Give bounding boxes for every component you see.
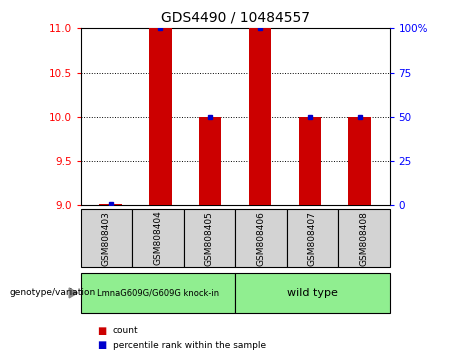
Bar (199, 117, 221, 205)
Bar (249, 28, 271, 205)
Text: GSM808407: GSM808407 (308, 211, 317, 266)
Text: LmnaG609G/G609G knock-in: LmnaG609G/G609G knock-in (97, 289, 219, 297)
Text: GDS4490 / 10484557: GDS4490 / 10484557 (160, 11, 310, 25)
Text: GSM808405: GSM808405 (205, 211, 214, 266)
Text: GSM808408: GSM808408 (359, 211, 368, 266)
Bar (149, 28, 171, 205)
Text: genotype/variation: genotype/variation (9, 289, 95, 297)
Bar (100, 204, 122, 205)
Text: ■: ■ (97, 340, 106, 350)
Text: ■: ■ (97, 326, 106, 336)
Text: count: count (113, 326, 139, 336)
Text: percentile rank within the sample: percentile rank within the sample (113, 341, 266, 350)
Bar (299, 117, 321, 205)
Text: wild type: wild type (287, 288, 338, 298)
Text: GSM808403: GSM808403 (102, 211, 111, 266)
Text: GSM808406: GSM808406 (256, 211, 266, 266)
Text: GSM808404: GSM808404 (154, 211, 162, 266)
Bar (349, 117, 371, 205)
